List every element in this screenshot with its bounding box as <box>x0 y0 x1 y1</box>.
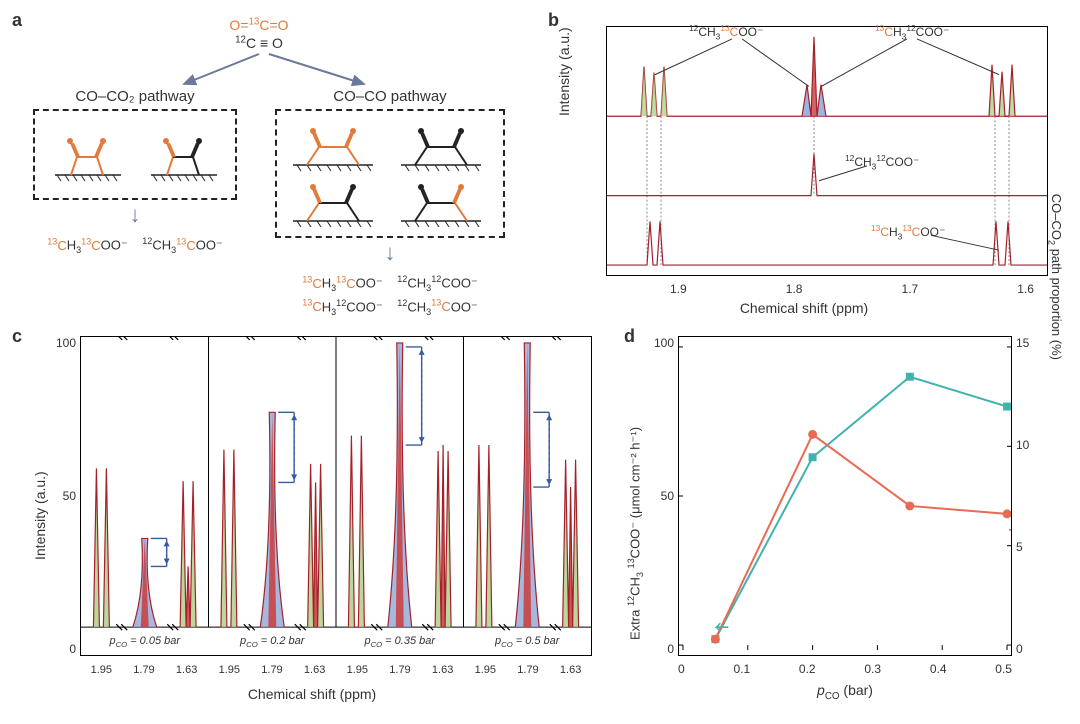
panel-b-xlabel: Chemical shift (ppm) <box>548 300 1060 316</box>
panel-c-xticks: 1.951.791.63 1.951.791.63 1.951.791.63 1… <box>80 664 592 676</box>
subpanel-title-0: pCO = 0.05 bar <box>81 635 209 649</box>
panel-b-plot: 12CH313COO⁻ 13CH312COO⁻ 12CH312COO⁻ 13CH… <box>606 26 1048 276</box>
down-arrow-icon: ↓ <box>30 202 240 228</box>
split-arrows <box>24 52 504 88</box>
panel-b-xticks: 1.9 1.8 1.7 1.6 <box>606 282 1048 296</box>
pathway-left-box <box>33 109 237 200</box>
panel-c-yticks: 100 50 0 <box>54 336 76 656</box>
panel-a-label: a <box>12 10 22 31</box>
panel-c-label: c <box>12 326 22 347</box>
panel-b-ylabel: Intensity (a.u.) <box>556 27 572 116</box>
reactants: O=13C=O 12C ≡ O <box>174 16 344 52</box>
pathway-left-title: CO–CO₂ pathway <box>30 88 240 105</box>
panel-d-plotbox <box>678 336 1012 656</box>
panel-d-yright-ticks: 15 10 5 0 <box>1016 336 1038 656</box>
annot-bot: 13CH313COO⁻ <box>871 223 945 241</box>
pathway-right-title: CO–CO pathway <box>270 88 510 105</box>
annot-top-left: 12CH313COO⁻ <box>689 23 763 41</box>
panel-c-ylabel: Intensity (a.u.) <box>32 471 48 560</box>
panel-d-xlabel: pCO (bar) <box>620 682 1070 702</box>
panel-c-xlabel: Chemical shift (ppm) <box>24 686 600 702</box>
down-arrow-icon: ↓ <box>270 240 510 266</box>
pathway-right-box <box>275 109 505 238</box>
panel-d-yright-label: CO–CO2 path proportion (%) <box>1046 194 1064 360</box>
panel-b-spectrum: Intensity (a.u.) <box>548 16 1060 316</box>
pathway-right: CO–CO pathway <box>270 88 510 319</box>
pathway-left: CO–CO₂ pathway <box>30 88 240 319</box>
annot-mid: 12CH312COO⁻ <box>845 153 919 171</box>
subpanel-title-3: pCO = 0.5 bar <box>464 635 592 649</box>
pathway-left-products: 13CH313COO⁻ 12CH313COO⁻ <box>30 234 240 257</box>
pathway-right-products: 13CH313COO⁻ 12CH312COO⁻ 13CH312COO⁻ 12CH… <box>270 272 510 319</box>
subpanel-title-2: pCO = 0.35 bar <box>336 635 464 649</box>
panel-c-plot: pCO = 0.05 bar pCO = 0.2 bar pCO = 0.35 … <box>80 336 592 656</box>
annot-top-right: 13CH312COO⁻ <box>875 23 949 41</box>
panel-d-plot: Extra 12CH3 13COO⁻ (μmol cm⁻² h⁻¹) CO–CO… <box>620 330 1070 714</box>
panel-d-xticks: 0 0.1 0.2 0.3 0.4 0.5 <box>678 662 1012 676</box>
panel-d-yleft-label: Extra 12CH3 13COO⁻ (μmol cm⁻² h⁻¹) <box>626 427 645 640</box>
panel-d-yleft-ticks: 100 50 0 <box>650 336 674 656</box>
panel-c-spectra: Intensity (a.u.) pCO = 0.05 bar pCO = 0.… <box>24 330 600 714</box>
subpanel-title-1: pCO = 0.2 bar <box>209 635 337 649</box>
panel-a-scheme: O=13C=O 12C ≡ O CO–CO₂ pathway <box>24 16 514 316</box>
